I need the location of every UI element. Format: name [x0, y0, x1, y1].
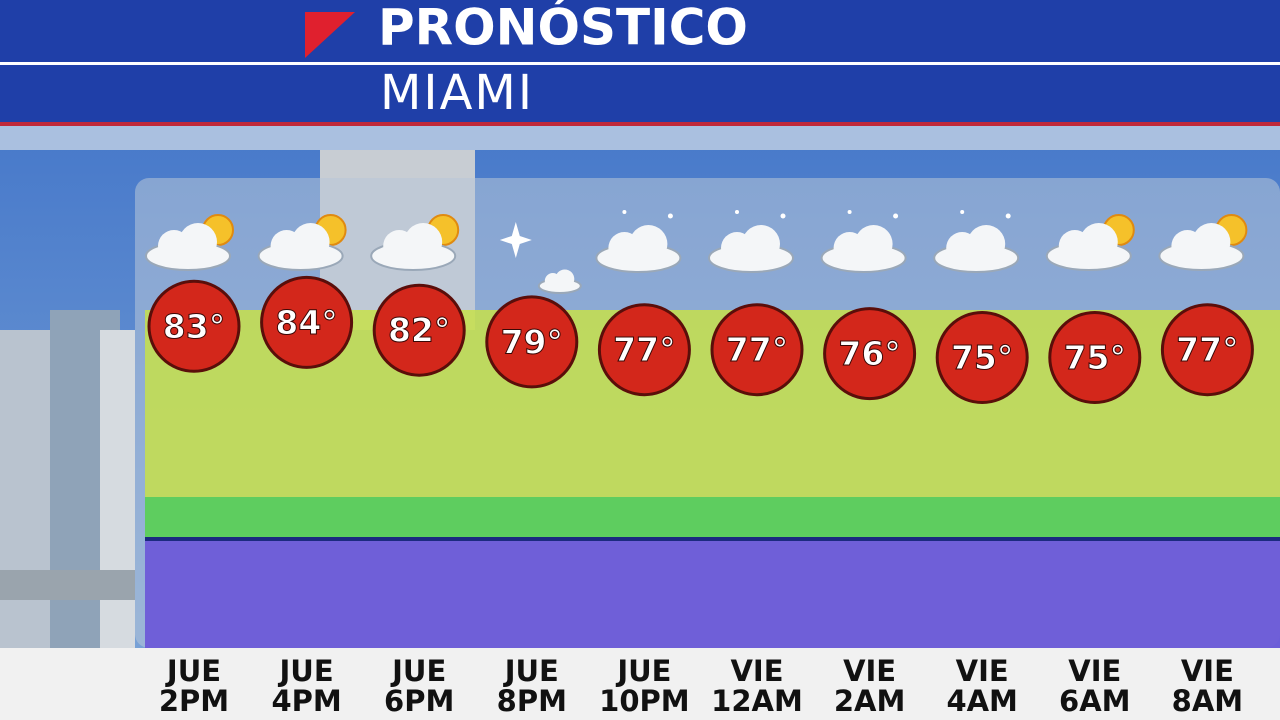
cloud [629, 225, 668, 263]
cloud [967, 225, 1006, 263]
star [735, 210, 739, 214]
temp-label: 75° [951, 338, 1013, 377]
cloud [742, 225, 780, 263]
time-label: JUE 10PM [599, 654, 690, 718]
weather-icon [145, 214, 234, 271]
star [893, 213, 899, 219]
subtitle: MIAMI [380, 65, 534, 121]
temp-circle [823, 307, 917, 401]
weather-icon [820, 210, 907, 273]
temp-circle [935, 311, 1029, 404]
temp-circle [372, 283, 466, 377]
cloud [291, 223, 330, 261]
weather-icon [933, 210, 1020, 273]
temp-label: 84° [275, 303, 337, 342]
cloud [1192, 223, 1231, 261]
weather-icon [370, 214, 460, 271]
temp-label: 82° [388, 311, 450, 350]
temp-circle [1160, 303, 1254, 397]
weather-icon [1045, 214, 1135, 271]
cloud [555, 269, 575, 289]
cloud [854, 225, 893, 263]
temp-label: 83° [163, 307, 225, 346]
temp-circle [260, 275, 354, 369]
star [667, 213, 673, 219]
time-label: VIE 6AM [1059, 654, 1131, 718]
weather-icon [1158, 214, 1248, 271]
star [1005, 213, 1011, 219]
temp-circle [1048, 311, 1142, 404]
time-label: VIE 12AM [711, 654, 803, 718]
temp-label: 77° [726, 330, 788, 369]
star [780, 213, 786, 219]
time-label: JUE 2PM [158, 654, 230, 718]
temp-circle [710, 303, 804, 397]
weather-icon [708, 210, 794, 273]
temp-label: 75° [1064, 338, 1126, 377]
time-label: VIE 4AM [946, 654, 1018, 718]
cloud [1079, 223, 1118, 261]
title: PRONÓSTICO [378, 0, 748, 57]
temp-label: 76° [838, 334, 900, 373]
temp-circle [147, 279, 241, 373]
time-label: VIE 2AM [833, 654, 906, 718]
cloud [179, 223, 217, 261]
header-line [0, 62, 1280, 65]
weather-icon [257, 214, 347, 271]
time-label: JUE 6PM [384, 654, 455, 718]
weather-icon [499, 222, 582, 294]
header-stripe [0, 126, 1280, 150]
temp-circle [597, 303, 691, 397]
temp-label: 79° [501, 322, 563, 361]
star [499, 222, 532, 258]
temp-circle [485, 295, 579, 389]
header-accent [0, 122, 1280, 126]
cloud [404, 223, 443, 261]
time-label: JUE 8PM [496, 654, 567, 718]
weather-icon [595, 210, 682, 273]
logo-mark [305, 12, 355, 58]
star [622, 210, 627, 214]
star [847, 210, 852, 214]
temp-label: 77° [1176, 330, 1238, 369]
star [960, 210, 965, 214]
time-label: VIE 8AM [1171, 654, 1244, 718]
time-label: JUE 4PM [271, 654, 342, 718]
temp-label: 77° [613, 330, 675, 369]
